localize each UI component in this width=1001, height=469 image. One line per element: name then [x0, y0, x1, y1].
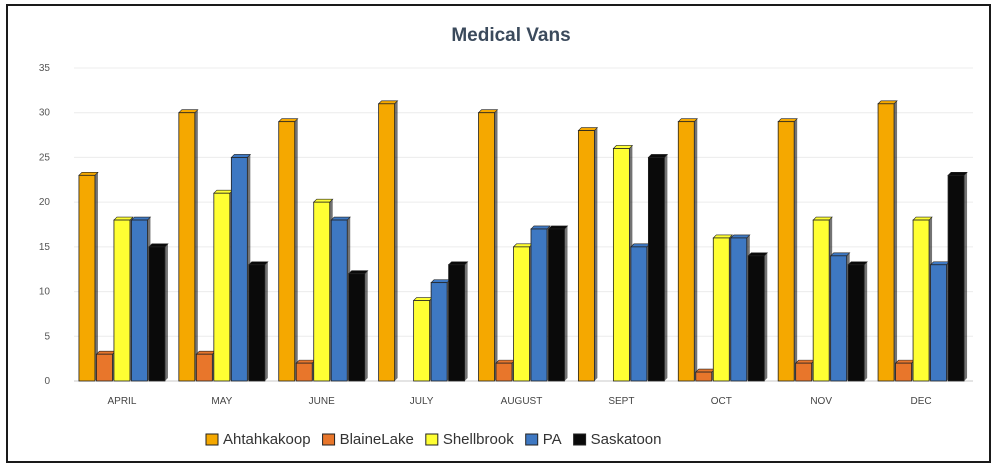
chart-title: Medical Vans — [451, 25, 570, 46]
legend-item-ahtahkakoop: Ahtahkakoop — [205, 431, 311, 448]
bar-pa-july — [430, 279, 451, 382]
legend-item-saskatoon: Saskatoon — [573, 431, 662, 448]
bar-shellbrook-april — [113, 216, 134, 382]
y-tick-label: 25 — [39, 152, 51, 163]
bar-pa-sept — [630, 243, 651, 382]
y-axis: 0 5 10 15 20 25 30 35 — [39, 63, 51, 387]
bar-saskatoon-nov — [847, 261, 868, 382]
x-tick-label: DEC — [910, 396, 931, 407]
bar-saskatoon-july — [447, 261, 469, 382]
legend-label: Ahtahkakoop — [223, 431, 311, 448]
y-tick-label: 5 — [44, 331, 50, 342]
bars — [78, 100, 968, 382]
y-tick-label: 15 — [39, 242, 51, 253]
legend-label: Shellbrook — [443, 431, 514, 448]
bar-blainelake-oct — [695, 368, 716, 382]
bar-shellbrook-dec — [912, 216, 933, 382]
bar-pa-april — [130, 216, 152, 382]
bar-ahtahkakoop-april — [78, 172, 99, 382]
legend: Ahtahkakoop BlaineLake Shellbrook PA Saskato… — [205, 431, 662, 448]
bar-ahtahkakoop-may — [178, 109, 199, 382]
bar-ahtahkakoop-sept — [577, 127, 599, 382]
bar-shellbrook-nov — [812, 216, 833, 382]
x-axis: APRIL MAY JUNE JULY AUGUST SEPT OCT NOV DEC — [107, 396, 931, 407]
bar-saskatoon-dec — [947, 172, 968, 382]
bar-shellbrook-may — [213, 189, 234, 382]
bar-blainelake-august — [495, 359, 516, 382]
bar-chart: Medical Vans 0 5 10 15 20 25 30 35 APRIL MAY JUNE… — [39, 25, 973, 448]
bar-ahtahkakoop-august — [477, 109, 499, 382]
bar-shellbrook-oct — [712, 234, 734, 382]
y-tick-label: 20 — [39, 197, 51, 208]
x-tick-label: AUGUST — [501, 396, 543, 407]
legend-item-blainelake: BlaineLake — [322, 431, 414, 448]
legend-item-shellbrook: Shellbrook — [425, 431, 514, 448]
bar-ahtahkakoop-dec — [877, 100, 898, 382]
bar-blainelake-april — [95, 350, 117, 382]
bar-pa-dec — [929, 261, 951, 382]
bar-saskatoon-april — [148, 243, 169, 382]
legend-swatch — [425, 433, 439, 446]
legend-label: PA — [543, 431, 562, 448]
x-tick-label: SEPT — [608, 396, 634, 407]
bar-saskatoon-august — [547, 225, 569, 382]
bar-pa-june — [330, 216, 351, 382]
legend-swatch — [205, 433, 219, 446]
legend-item-pa: PA — [525, 431, 562, 448]
chart-frame: Medical Vans 0 5 10 15 20 25 30 35 APRIL MAY JUNE… — [6, 4, 991, 463]
legend-swatch — [525, 433, 539, 446]
bar-shellbrook-july — [412, 297, 434, 382]
bar-blainelake-may — [195, 350, 217, 382]
y-tick-label: 35 — [39, 63, 51, 74]
bar-blainelake-dec — [894, 359, 916, 382]
x-tick-label: JULY — [410, 396, 434, 407]
bar-pa-august — [530, 225, 551, 382]
bar-ahtahkakoop-june — [277, 118, 299, 382]
x-tick-label: NOV — [810, 396, 832, 407]
bar-shellbrook-june — [312, 198, 334, 382]
legend-label: BlaineLake — [340, 431, 414, 448]
bar-saskatoon-sept — [647, 154, 669, 382]
y-tick-label: 0 — [44, 376, 50, 387]
bar-pa-oct — [730, 234, 751, 382]
legend-swatch — [322, 433, 336, 446]
bar-saskatoon-june — [347, 270, 369, 382]
x-tick-label: JUNE — [309, 396, 335, 407]
bar-pa-may — [230, 154, 252, 382]
bar-shellbrook-august — [512, 243, 534, 382]
x-tick-label: OCT — [711, 396, 732, 407]
bar-saskatoon-may — [248, 261, 269, 382]
bar-pa-nov — [829, 252, 851, 382]
bar-shellbrook-sept — [612, 145, 634, 382]
bar-ahtahkakoop-oct — [677, 118, 699, 382]
x-tick-label: MAY — [211, 396, 232, 407]
x-tick-label: APRIL — [107, 396, 136, 407]
y-tick-label: 30 — [39, 108, 51, 119]
bar-ahtahkakoop-july — [377, 100, 399, 382]
bar-ahtahkakoop-nov — [777, 118, 798, 382]
legend-label: Saskatoon — [591, 431, 662, 448]
y-tick-label: 10 — [39, 287, 51, 298]
bar-saskatoon-oct — [747, 252, 769, 382]
legend-swatch — [573, 433, 587, 446]
bar-blainelake-nov — [794, 359, 816, 382]
bar-blainelake-june — [295, 359, 316, 382]
